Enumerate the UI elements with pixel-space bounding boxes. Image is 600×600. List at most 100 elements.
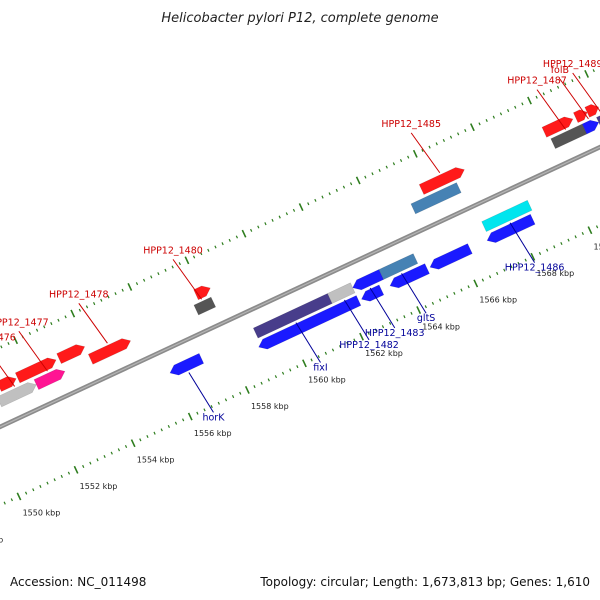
gene-label-leader — [536, 89, 567, 130]
gene-feature-shape — [258, 295, 362, 350]
minor-tick — [253, 385, 256, 389]
minor-tick — [317, 355, 320, 359]
minor-tick — [289, 368, 292, 372]
minor-tick — [457, 132, 460, 136]
minor-tick — [510, 265, 513, 269]
minor-tick — [478, 122, 481, 126]
tick-label: 1554 kbp — [137, 455, 175, 464]
minor-tick — [542, 92, 545, 96]
minor-tick — [221, 242, 224, 246]
minor-tick — [228, 238, 231, 242]
minor-tick — [260, 381, 263, 385]
minor-tick — [274, 375, 278, 379]
genes — [0, 104, 600, 408]
gene-feature-shape — [193, 285, 211, 301]
gene-feature-shape — [14, 357, 57, 384]
minor-tick — [78, 308, 82, 312]
minor-tick — [124, 444, 128, 449]
minor-tick — [496, 271, 499, 275]
minor-tick — [3, 501, 6, 505]
minor-tick — [157, 272, 160, 276]
minor-tick — [46, 481, 49, 485]
minor-tick — [35, 328, 39, 332]
minor-tick — [321, 195, 324, 199]
major-tick — [473, 279, 479, 288]
minor-tick — [538, 251, 542, 255]
minor-tick — [574, 235, 577, 239]
minor-tick — [571, 79, 574, 83]
minor-tick — [492, 115, 495, 119]
minor-tick — [342, 185, 346, 189]
minor-tick — [467, 285, 470, 289]
minor-tick — [167, 424, 170, 429]
gene-glts-shape — [378, 253, 419, 280]
minor-tick — [421, 148, 424, 153]
minor-tick — [339, 345, 342, 349]
minor-tick — [196, 411, 199, 415]
major-tick — [73, 465, 79, 474]
minor-tick — [449, 135, 453, 139]
gene-folb-shape — [581, 119, 600, 135]
gene-label: HPP12_1487 — [507, 76, 567, 87]
gene-label-leader — [572, 72, 600, 112]
minor-tick — [7, 341, 10, 346]
minor-tick — [506, 109, 510, 113]
minor-tick — [446, 295, 449, 299]
gene-feature-shape — [0, 376, 17, 392]
minor-tick — [271, 218, 274, 222]
minor-tick — [217, 401, 220, 405]
minor-tick — [488, 275, 492, 279]
minor-tick — [153, 431, 156, 435]
gene-label: HPP12_1477 — [0, 317, 49, 328]
minor-tick — [307, 202, 310, 206]
minor-tick — [564, 82, 567, 86]
minor-tick — [524, 258, 527, 262]
minor-tick — [296, 365, 299, 369]
minor-tick — [535, 95, 538, 99]
minor-tick — [424, 305, 427, 309]
minor-tick — [592, 69, 595, 73]
minor-tick — [171, 265, 174, 269]
minor-tick — [0, 345, 3, 349]
major-tick — [587, 226, 593, 235]
minor-tick — [239, 391, 242, 395]
minor-tick — [60, 474, 63, 478]
minor-tick — [328, 192, 331, 196]
gene-feature-shape — [486, 213, 536, 243]
major-tick — [13, 336, 19, 345]
minor-tick — [142, 278, 146, 282]
gene-hpp12_1485-shape — [418, 167, 465, 195]
minor-tick — [89, 461, 92, 465]
minor-tick — [460, 288, 463, 292]
gene-label-leader — [188, 372, 214, 413]
tick-label: 1560 kbp — [308, 376, 346, 385]
minor-tick — [435, 142, 438, 146]
minor-tick — [285, 212, 288, 216]
gene-label: gltS — [417, 313, 435, 324]
major-tick — [416, 306, 422, 314]
tick-label: 1556 kbp — [194, 429, 232, 438]
minor-tick — [353, 338, 356, 342]
minor-tick — [174, 421, 178, 425]
minor-tick — [200, 252, 203, 256]
major-tick — [16, 492, 22, 501]
major-tick — [184, 256, 190, 265]
minor-tick — [374, 328, 377, 332]
gene-hpp12_1478-shape — [87, 338, 132, 365]
minor-tick — [310, 358, 313, 362]
minor-tick — [135, 282, 139, 286]
major-tick — [130, 439, 136, 448]
minor-tick — [214, 245, 217, 249]
minor-tick — [100, 298, 103, 302]
minor-tick — [85, 305, 89, 309]
minor-tick — [264, 222, 267, 226]
gene-label: HPP12_1482 — [339, 340, 399, 351]
minor-tick — [517, 261, 520, 265]
minor-tick — [114, 292, 117, 296]
minor-tick — [499, 112, 503, 116]
gene-hpp12_1477-shape — [33, 368, 66, 390]
major-tick — [470, 123, 475, 132]
gene-hpp12_1482-shape — [327, 282, 356, 304]
gene-label-leader — [172, 259, 203, 300]
